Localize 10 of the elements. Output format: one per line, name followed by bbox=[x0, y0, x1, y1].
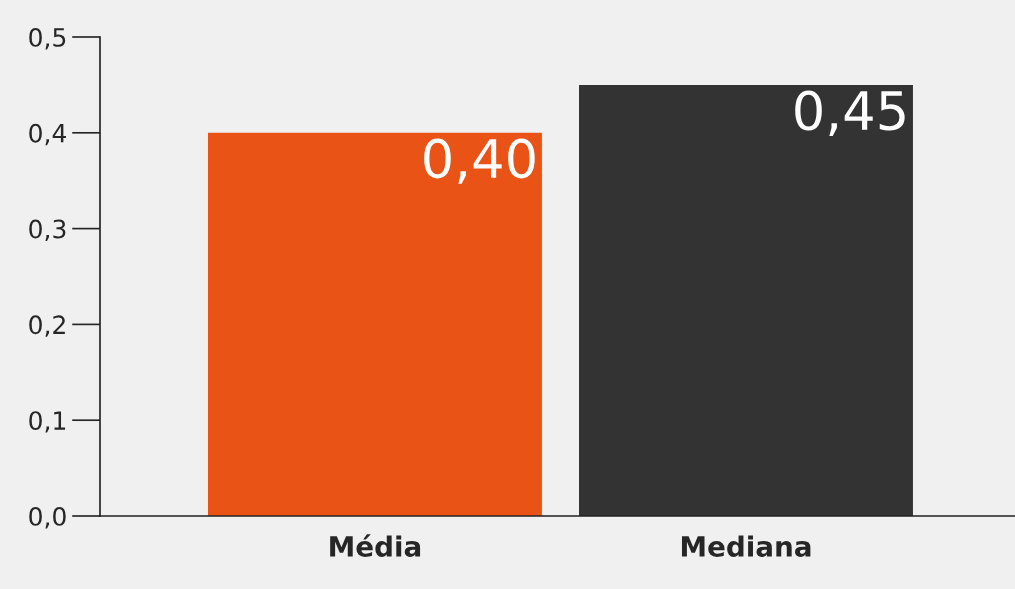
y-tick-label: 0,0 bbox=[29, 506, 66, 529]
y-tick-label: 0,2 bbox=[29, 315, 65, 337]
x-tick-label: Média bbox=[330, 534, 421, 557]
data-label: 0,40 bbox=[424, 138, 535, 184]
y-tick-label: 0,3 bbox=[29, 219, 66, 241]
y-tick-label: 0,5 bbox=[29, 27, 66, 50]
x-tick-label: Mediana bbox=[681, 535, 811, 557]
y-tick-label: 0,1 bbox=[29, 411, 66, 433]
data-label: 0,45 bbox=[795, 90, 905, 136]
y-tick-label: 0,4 bbox=[29, 123, 66, 146]
